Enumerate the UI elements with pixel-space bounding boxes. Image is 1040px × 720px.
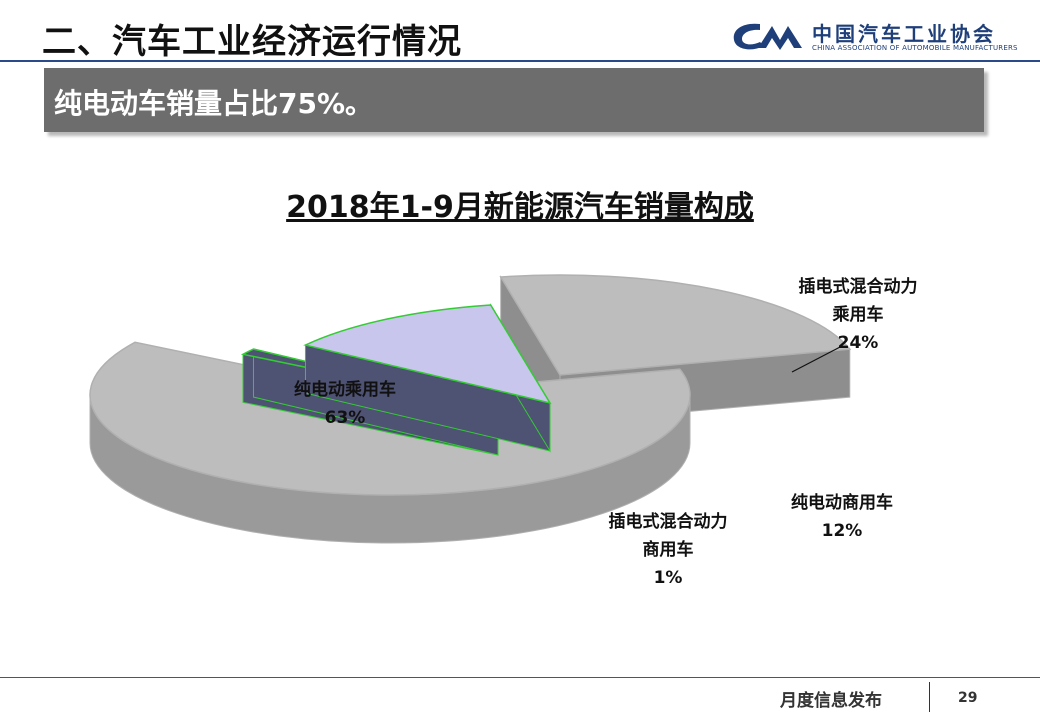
slice-label-line: 纯电动乘用车 (294, 379, 396, 400)
slice-label-line: 24% (838, 333, 879, 353)
slice-label-line: 12% (822, 521, 863, 541)
summary-banner: 纯电动车销量占比75%。 (44, 68, 984, 132)
slice-label: 插电式混合动力乘用车 24% (799, 276, 918, 353)
pie-slice-top (499, 274, 852, 376)
slice-label-line: 纯电动商用车 (791, 492, 893, 513)
slice-label-line: 63% (325, 408, 366, 428)
logo-icon (733, 23, 802, 50)
footer-brand: 月度信息发布 (780, 691, 882, 711)
leader-line (791, 345, 843, 373)
logo-name: 中国汽车工业协会 (812, 22, 996, 46)
footer-separator (929, 682, 930, 712)
pie-slice (303, 303, 552, 453)
logo: 中国汽车工业协会 CHINA ASSOCIATION OF AUTOMOBILE… (730, 16, 1018, 60)
slice-label-line: 乘用车 (832, 304, 884, 325)
slice-label: 插电式混合动力商用车 1% (609, 511, 728, 588)
page-title: 二、汽车工业经济运行情况 (42, 22, 462, 62)
slice-label-line: 插电式混合动力 (609, 511, 728, 532)
slice-label-line: 插电式混合动力 (799, 276, 918, 297)
pie-slice-top (303, 304, 552, 405)
page-number: 29 (958, 690, 978, 706)
summary-text: 纯电动车销量占比75%。 (54, 87, 374, 120)
logo-subtitle: CHINA ASSOCIATION OF AUTOMOBILE MANUFACT… (812, 44, 1018, 52)
header-divider (0, 60, 1040, 62)
slice-label: 纯电动乘用车 63% (294, 379, 396, 428)
slice-label: 纯电动商用车 12% (791, 492, 893, 541)
footer-divider (0, 677, 1040, 678)
chart-title: 2018年1-9月新能源汽车销量构成 (286, 190, 754, 225)
slice-label-line: 商用车 (643, 539, 694, 560)
slice-label-line: 1% (654, 568, 683, 588)
